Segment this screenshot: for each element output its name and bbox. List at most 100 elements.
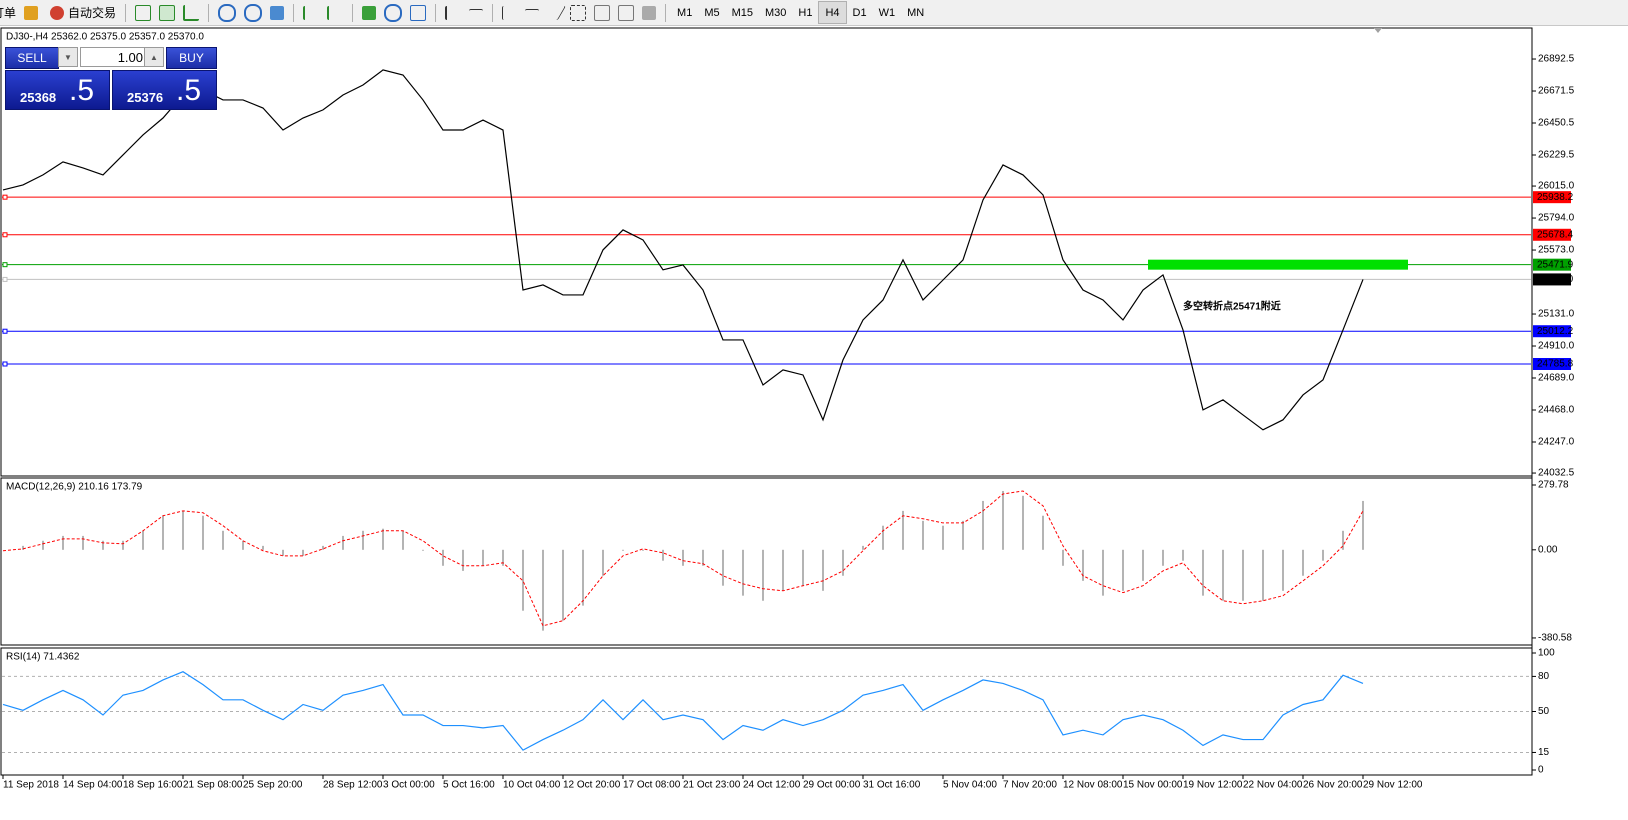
x-tick-label: 14 Sep 04:00	[63, 780, 123, 791]
timeframe-button[interactable]: W1	[878, 6, 896, 19]
macd-bar	[1182, 549, 1184, 561]
x-tick-label: 3 Oct 00:00	[383, 780, 435, 791]
level-box	[1533, 258, 1571, 271]
price-fraction: .5	[176, 74, 202, 107]
macd-bar	[582, 549, 584, 606]
macd-bar	[882, 525, 884, 550]
buy-button[interactable]: BUY	[166, 47, 217, 69]
level-handle	[2, 232, 8, 238]
icon[interactable]	[445, 5, 461, 20]
icon[interactable]	[327, 5, 343, 20]
macd-bar	[62, 535, 64, 550]
macd-bar	[482, 549, 484, 566]
timeframe-button[interactable]: D1	[852, 6, 867, 19]
icon[interactable]	[384, 3, 403, 22]
macd-bar	[1142, 549, 1144, 581]
x-tick-label: 17 Oct 08:00	[623, 780, 681, 791]
macd-bar	[682, 549, 684, 566]
panel-title: DJ30-,H4 25362.0 25375.0 25357.0 25370.0	[6, 32, 204, 43]
icon[interactable]	[642, 5, 657, 20]
macd-bar	[722, 549, 724, 586]
y-tick-label: 24247.0	[1538, 437, 1575, 448]
macd-bar	[922, 520, 924, 550]
toolbar-button[interactable]: 自动交易	[42, 2, 120, 23]
macd-bar	[642, 549, 644, 551]
icon[interactable]	[270, 5, 285, 20]
icon[interactable]	[303, 5, 319, 20]
macd-bar	[1022, 495, 1024, 550]
timeframe-button[interactable]: M1	[677, 6, 693, 19]
icon[interactable]	[183, 4, 200, 21]
x-tick-label: 29 Oct 00:00	[803, 780, 861, 791]
timeframe-button[interactable]: H4	[818, 1, 847, 24]
macd-bar	[402, 530, 404, 550]
sell-price[interactable]: 25368 .5	[5, 70, 110, 110]
icon[interactable]	[244, 3, 263, 22]
x-tick-label: 19 Nov 12:00	[1183, 780, 1243, 791]
icon[interactable]	[362, 5, 377, 20]
timeframe-button[interactable]: M30	[765, 6, 787, 19]
x-tick-label: 11 Sep 2018	[3, 780, 59, 791]
icon[interactable]	[594, 4, 611, 21]
y-tick-label: 26671.5	[1538, 86, 1575, 97]
icon[interactable]	[618, 4, 635, 21]
y-tick-label: 279.78	[1538, 480, 1569, 491]
icon[interactable]	[570, 4, 587, 21]
x-tick-label: 21 Sep 08:00	[183, 780, 243, 791]
macd-bar	[982, 500, 984, 550]
level-box	[1533, 273, 1571, 286]
icon[interactable]	[159, 4, 176, 21]
icon[interactable]	[218, 3, 237, 22]
icon[interactable]	[469, 9, 484, 24]
x-tick-label: 18 Sep 16:00	[123, 780, 183, 791]
buy-price[interactable]: 25376 .5	[112, 70, 217, 110]
icon[interactable]	[135, 4, 152, 21]
level-box	[1533, 325, 1571, 338]
macd-bar	[462, 549, 464, 571]
timeframe-button[interactable]: MN	[907, 6, 925, 19]
one-click-trading: SELL ▼ 1.00 ▲ BUY 25368 .5 25376 .5	[4, 46, 217, 110]
y-tick-label: 0.00	[1538, 544, 1558, 555]
macd-bar	[162, 515, 164, 550]
macd-bar	[22, 545, 24, 550]
toolbar-button[interactable]: 订单	[0, 6, 17, 20]
macd-bar	[1062, 549, 1064, 566]
sell-button[interactable]: SELL	[5, 47, 59, 69]
level-label: 25012.2	[1537, 326, 1574, 337]
annotation: 多空转折点25471附近	[1183, 300, 1281, 313]
macd-bar	[902, 510, 904, 550]
lot-up[interactable]: ▲	[144, 47, 164, 67]
macd-bar	[202, 515, 204, 550]
level-handle	[2, 328, 8, 334]
macd-bar	[1222, 549, 1224, 601]
x-tick-label: 24 Oct 12:00	[743, 780, 801, 791]
icon[interactable]	[410, 4, 427, 21]
separator	[435, 3, 437, 22]
x-tick-label: 21 Oct 23:00	[683, 780, 741, 791]
lot-down[interactable]: ▼	[58, 47, 78, 67]
icon[interactable]	[502, 5, 517, 20]
timeframe-button[interactable]: H1	[798, 6, 813, 19]
separator	[125, 3, 127, 22]
macd-bar	[282, 549, 284, 556]
y-tick-label: 24032.5	[1538, 468, 1575, 479]
macd-bar	[302, 549, 304, 556]
macd-bar	[782, 549, 784, 591]
macd-bar	[942, 525, 944, 550]
timeframe-button[interactable]: M15	[731, 6, 753, 19]
y-tick-label: 26015.0	[1538, 181, 1575, 192]
toolbar: 订单 自动交易 M1 M5 M15 M30 H1 H4 D1 W1 MN	[0, 0, 1628, 26]
timeframe-button[interactable]: M5	[704, 6, 720, 19]
icon[interactable]	[525, 9, 540, 24]
lot-input[interactable]: 1.00	[80, 47, 150, 67]
x-tick-label: 5 Oct 16:00	[443, 780, 495, 791]
macd-bar	[1162, 549, 1164, 566]
macd-bar	[762, 549, 764, 601]
level-label: 25370.0	[1537, 274, 1574, 285]
price-line	[2, 69, 1364, 431]
shift-marker	[1374, 28, 1382, 33]
icon[interactable]	[24, 5, 39, 20]
macd-bar	[1342, 530, 1344, 550]
